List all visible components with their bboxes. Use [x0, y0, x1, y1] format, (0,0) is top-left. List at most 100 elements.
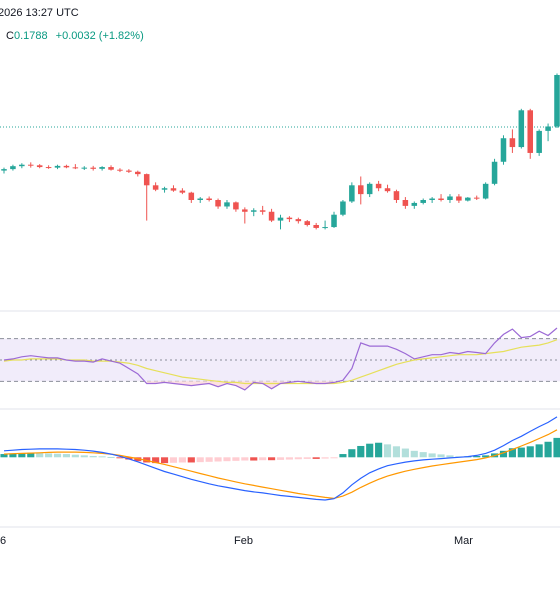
candle-body: [250, 210, 257, 212]
macd-histogram-bar: [62, 454, 71, 458]
candle-body: [518, 110, 525, 148]
ohlc-legend: C0.1788 +0.0032 (+1.82%): [6, 30, 144, 42]
candle-body: [135, 171, 141, 175]
candle-body: [545, 126, 551, 131]
macd-histogram-bar: [303, 457, 311, 459]
candle-body: [331, 214, 337, 228]
candle: [429, 197, 435, 203]
candle-body: [473, 197, 480, 199]
macd-histogram-bar: [294, 457, 302, 460]
candle: [509, 129, 516, 153]
macd-histogram-bar: [152, 457, 160, 464]
candle: [313, 222, 319, 230]
candle: [304, 220, 311, 227]
candle-body: [143, 174, 150, 186]
candle: [215, 198, 221, 209]
candle-body: [411, 202, 418, 206]
candle: [402, 197, 409, 209]
price-pane[interactable]: [0, 73, 560, 230]
candle-body: [456, 196, 462, 201]
macd-histogram-bar: [71, 454, 79, 458]
macd-histogram-bar: [544, 441, 552, 458]
time-axis-tick-label: 6: [0, 535, 6, 547]
macd-histogram-bar: [107, 456, 115, 458]
candle: [473, 195, 480, 200]
macd-histogram-bar: [383, 444, 392, 458]
macd-histogram-bar: [330, 457, 338, 459]
macd-histogram-bar: [517, 447, 525, 458]
candle: [10, 164, 16, 171]
candle-body: [161, 188, 168, 190]
candle-body: [1, 169, 7, 171]
candle: [19, 163, 25, 169]
macd-histogram-bar: [499, 450, 508, 458]
candle-body: [536, 130, 542, 153]
candle-body: [224, 202, 230, 207]
macd-histogram-bar: [196, 457, 204, 463]
candle: [545, 123, 551, 142]
macd-histogram-bar: [169, 457, 178, 463]
candle-body: [197, 198, 203, 200]
candle: [331, 211, 337, 228]
candle-body: [491, 161, 498, 184]
candle-body: [340, 201, 346, 215]
macd-histogram-bar: [473, 456, 481, 458]
macd-histogram-bar: [27, 452, 35, 458]
candle-body: [152, 185, 159, 190]
candle: [108, 165, 114, 171]
time-axis: 6 Feb Mar: [0, 535, 473, 547]
candle: [420, 198, 426, 205]
candle-body: [81, 167, 88, 169]
change-value: +0.0032 (+1.82%): [55, 30, 144, 42]
candle-body: [36, 165, 43, 168]
candle: [366, 182, 373, 198]
candle-body: [242, 209, 248, 212]
macd-histogram-bar: [143, 457, 151, 463]
candle-body: [366, 183, 373, 195]
candle: [126, 169, 132, 173]
candle: [527, 108, 534, 159]
candle: [99, 166, 105, 171]
candle: [500, 135, 507, 165]
candle-body: [215, 200, 221, 207]
rsi-line: [3, 327, 558, 391]
candle: [179, 188, 186, 195]
macd-histogram-bar: [312, 457, 320, 459]
candle-body: [170, 188, 177, 191]
macd-histogram-bar: [401, 448, 409, 458]
candle: [482, 182, 489, 200]
macd-histogram-bar: [80, 455, 88, 458]
macd-histogram-bar: [419, 452, 427, 458]
candle: [233, 201, 239, 212]
macd-pane[interactable]: [0, 416, 560, 501]
candle-body: [117, 169, 123, 171]
candle-body: [63, 165, 70, 168]
candle-body: [27, 164, 34, 166]
candle: [63, 164, 70, 169]
header-timestamp: 2026 13:27 UTC: [0, 7, 79, 19]
rsi-pane[interactable]: [0, 327, 560, 391]
candle-body: [286, 217, 293, 220]
candle-body: [322, 227, 328, 229]
candle: [72, 164, 79, 170]
candle-body: [45, 167, 52, 169]
candle: [554, 73, 560, 128]
candle: [188, 191, 195, 203]
candle: [1, 167, 7, 174]
close-value: 0.1788: [13, 30, 48, 42]
candle-body: [429, 198, 435, 200]
macd-histogram-bar: [375, 442, 383, 458]
candle: [384, 184, 391, 193]
candle-body: [233, 202, 239, 210]
candle-body: [90, 167, 96, 169]
candle-body: [188, 192, 195, 200]
candle: [259, 205, 266, 215]
candle-body: [349, 185, 355, 202]
macd-line: [3, 416, 558, 501]
candle: [81, 166, 88, 170]
candle: [242, 207, 248, 224]
candle: [277, 214, 284, 230]
candle: [250, 208, 257, 217]
candle: [206, 196, 212, 202]
